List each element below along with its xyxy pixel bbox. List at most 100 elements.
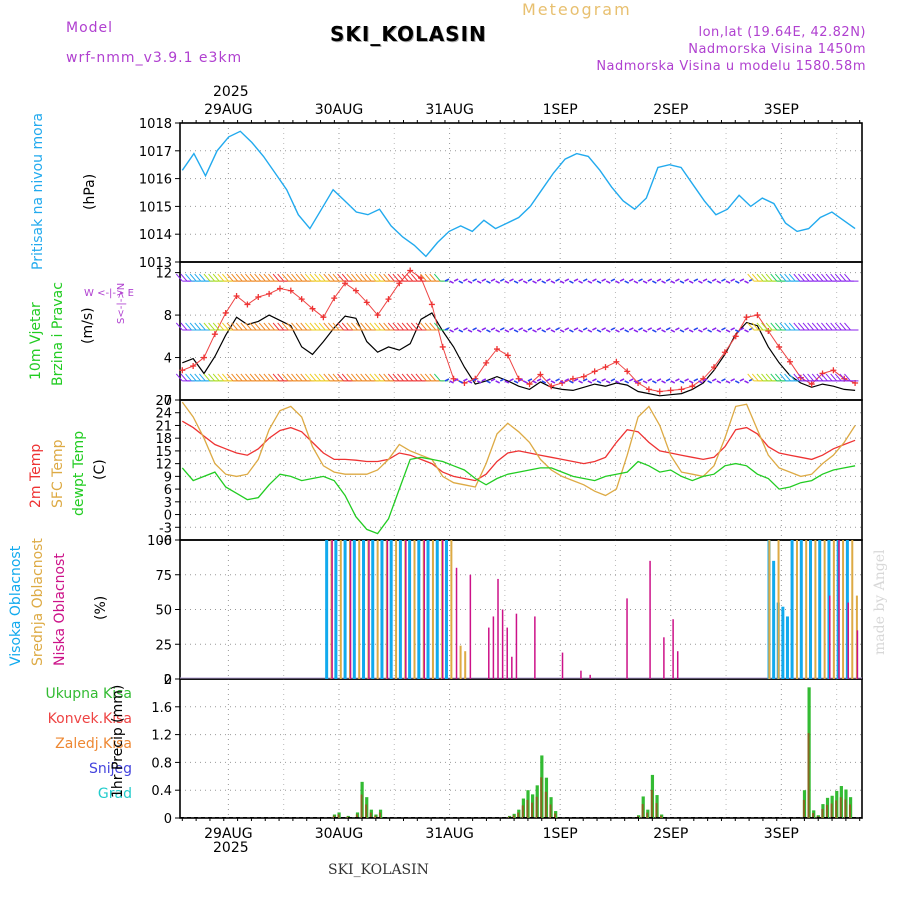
wind-gust-marker	[559, 380, 566, 387]
wind-gust-marker	[211, 331, 218, 338]
wind-barb	[744, 329, 749, 333]
precip-frozen-bar	[802, 799, 805, 818]
wind-barb	[684, 278, 689, 282]
wind-barb	[739, 378, 745, 382]
cloud-low-bar	[349, 540, 352, 679]
wind-barb	[472, 278, 477, 282]
precip-frozen-bar	[646, 812, 649, 818]
cloud-mid-bar	[376, 540, 379, 679]
cloud-high-bar	[818, 540, 822, 679]
cloud-mid-bar	[777, 540, 780, 679]
wind-gust-marker	[569, 375, 576, 382]
wind-barb	[472, 327, 477, 331]
wind-gust-marker	[201, 354, 208, 361]
precip-frozen-bar	[507, 816, 510, 818]
wind-barb	[573, 278, 579, 282]
wind-gust-marker	[483, 359, 490, 366]
cloud-high-bar	[352, 540, 356, 679]
precip-frozen-bar	[531, 802, 534, 818]
year-bottom: 2025	[213, 840, 249, 856]
precip-frozen-bar	[332, 815, 335, 818]
date-label-top: 31AUG	[425, 102, 474, 118]
wind-barb	[638, 327, 643, 331]
y-tick-label: 9	[164, 470, 172, 485]
wind-barb	[476, 280, 482, 284]
wind-barb	[716, 280, 722, 284]
wind-barb	[698, 280, 703, 284]
wind-barb	[573, 327, 579, 331]
cloud-mid-bar	[842, 540, 845, 679]
wind-barb	[541, 329, 547, 333]
cloud-mid-bar	[395, 540, 398, 679]
wind-barb	[486, 280, 491, 284]
wind-barb	[661, 280, 666, 284]
wind-barb	[569, 380, 574, 384]
wind-barb	[661, 329, 666, 333]
wind-barb	[546, 327, 551, 331]
y-tick-label: 0.8	[151, 756, 172, 771]
cloud-high-bar	[785, 616, 789, 679]
wind-barb	[698, 329, 703, 333]
cloud-mid-bar	[814, 540, 817, 679]
y-tick-label: 2	[164, 673, 172, 688]
wind-barb	[711, 278, 717, 282]
wind-barb	[522, 329, 528, 333]
cloud-low-bar	[534, 616, 536, 679]
wind-barb	[596, 280, 602, 284]
wind-gust-marker	[808, 381, 815, 388]
cloud-low-bar	[501, 609, 504, 679]
elevation-info: Nadmorska Visina 1450m	[688, 42, 866, 57]
wind-mean-line	[182, 312, 856, 397]
precip-frozen-bar	[369, 812, 372, 818]
wind-barb	[573, 378, 579, 382]
wind-barb	[546, 278, 551, 282]
wind-barb	[550, 280, 556, 284]
cloud-high-bar	[836, 540, 840, 679]
wind-barb	[559, 329, 565, 333]
wind-barb	[633, 329, 639, 333]
wind-gust-marker	[255, 294, 262, 301]
wind-barb	[555, 378, 560, 382]
wind-barb	[670, 380, 676, 384]
date-label-top: 2SEP	[653, 102, 688, 118]
wind-barb	[433, 322, 449, 331]
wind-barb	[513, 380, 519, 384]
wind-barb	[453, 378, 459, 382]
wind-gust-marker	[493, 346, 500, 353]
cloud-high-bar	[362, 540, 366, 679]
date-label-bottom: 2SEP	[653, 826, 688, 842]
y-tick-label: 75	[155, 569, 172, 584]
wind-gust-marker	[830, 367, 837, 374]
wind-barb	[628, 278, 634, 282]
cloud-low-bar	[469, 574, 472, 679]
wind-barb	[449, 329, 454, 333]
precip-frozen-bar	[526, 799, 529, 818]
wind-barb	[546, 378, 551, 382]
cloud-mid-bar	[805, 540, 808, 679]
wind-gust-marker	[635, 380, 642, 387]
y-tick-label: 27	[155, 394, 172, 409]
date-label-top: 3SEP	[764, 102, 799, 118]
y-tick-label: -3	[159, 521, 172, 536]
wind-barb	[592, 378, 597, 382]
wind-barb	[642, 280, 648, 284]
cloud-low-bar	[506, 627, 508, 679]
wind-barb	[730, 278, 736, 282]
wind-barb	[605, 380, 611, 384]
wind-barb	[472, 378, 477, 382]
precip-frozen-bar	[540, 777, 543, 818]
wind-barb	[601, 327, 606, 331]
temp-2m-line	[181, 420, 856, 482]
wind-barb	[587, 380, 593, 384]
precip-frozen-bar	[365, 804, 368, 818]
cloud-low-bar	[829, 595, 831, 679]
wind-barb	[486, 380, 491, 384]
wind-barb	[481, 327, 487, 331]
precip-frozen-bar	[355, 814, 358, 818]
wind-barb	[684, 378, 689, 382]
wind-barb	[707, 329, 712, 333]
wind-barb	[615, 280, 620, 284]
wind-gust-marker	[711, 364, 718, 371]
wind-barb	[702, 378, 708, 382]
